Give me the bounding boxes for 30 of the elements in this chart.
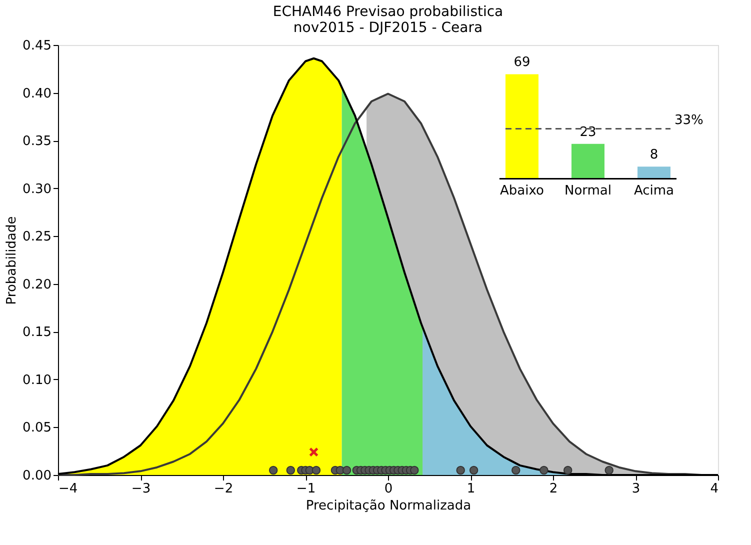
x-tick-label: 3 (632, 482, 640, 496)
y-tick-label: 0.00 (22, 468, 52, 484)
y-axis-title: Probabilidade (4, 216, 20, 305)
x-tick-label: Acima (634, 184, 674, 199)
x-tick-label: Abaixo (500, 184, 544, 199)
chart-title: ECHAM46 Previsao probabilistica (272, 4, 504, 20)
y-tick-label: 0.25 (22, 230, 52, 245)
x-tick-label: 2 (549, 482, 558, 496)
x-tick-label: 0 (384, 482, 393, 496)
data-label: 23 (580, 124, 596, 140)
x-tick-label: −3 (131, 482, 151, 496)
x-tick-label: −4 (58, 482, 78, 496)
y-tick-label: 0.05 (22, 420, 52, 436)
x-tick-label: −2 (214, 482, 234, 496)
y-tick-label: 0.20 (22, 277, 52, 292)
y-tick-label: 0.10 (22, 372, 52, 388)
x-tick-label: −1 (296, 482, 316, 496)
data-label: 69 (514, 55, 530, 70)
y-tick-label: 0.15 (22, 325, 52, 340)
x-tick-label: 4 (710, 482, 718, 496)
chart-subtitle: nov2015 - DJF2015 - Ceara (293, 20, 483, 36)
y-tick-label: 0.35 (22, 134, 52, 150)
y-tick-label: 0.45 (22, 38, 52, 54)
data-label: 8 (650, 148, 658, 163)
ref-line-label: 33% (674, 112, 704, 128)
x-tick-label: Normal (564, 184, 612, 199)
x-axis-title: Precipitação Normalizada (306, 498, 472, 514)
y-tick-label: 0.40 (22, 86, 52, 102)
y-tick-label: 0.30 (22, 182, 52, 197)
x-tick-label: 1 (466, 482, 476, 496)
